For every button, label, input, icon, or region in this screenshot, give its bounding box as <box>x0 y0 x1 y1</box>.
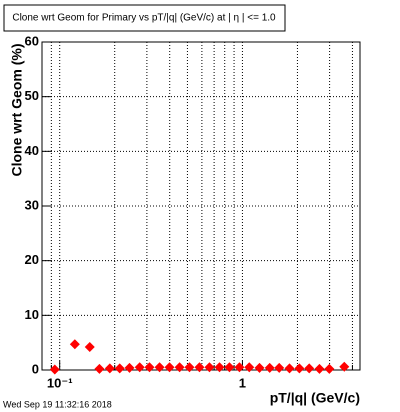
marker <box>294 363 305 374</box>
y-tick-label: 40 <box>25 143 39 158</box>
marker <box>194 362 205 373</box>
marker <box>184 362 195 373</box>
marker <box>304 363 315 374</box>
marker <box>94 363 105 374</box>
marker <box>254 362 265 373</box>
marker <box>314 363 325 374</box>
marker <box>204 362 215 373</box>
marker <box>234 362 245 373</box>
y-tick-label: 10 <box>25 307 39 322</box>
marker <box>154 362 165 373</box>
x-tick-label: 10⁻¹ <box>47 375 73 390</box>
marker <box>224 362 235 373</box>
y-axis-label: Clone wrt Geom (%) <box>9 43 25 176</box>
chart-title: Clone wrt Geom for Primary vs pT/|q| (Ge… <box>12 13 276 24</box>
marker <box>114 363 125 374</box>
y-tick-label: 50 <box>25 88 39 103</box>
marker <box>244 362 255 373</box>
marker <box>274 362 285 373</box>
x-tick-label: 1 <box>239 375 246 390</box>
marker <box>324 363 335 374</box>
marker <box>124 362 135 373</box>
marker <box>339 361 350 372</box>
marker <box>49 364 60 375</box>
marker <box>214 362 225 373</box>
marker <box>134 362 145 373</box>
marker <box>84 342 95 353</box>
y-tick-label: 20 <box>25 252 39 267</box>
marker <box>174 362 185 373</box>
marker <box>264 362 275 373</box>
marker <box>69 339 80 350</box>
y-tick-label: 60 <box>25 33 39 48</box>
marker <box>144 362 155 373</box>
marker <box>104 363 115 374</box>
marker <box>284 363 295 374</box>
marker <box>164 362 175 373</box>
y-tick-label: 0 <box>32 361 39 376</box>
title-box <box>3 4 286 32</box>
y-tick-label: 30 <box>25 197 39 212</box>
timestamp: Wed Sep 19 11:32:16 2018 <box>3 399 112 409</box>
x-axis-label: pT/|q| (GeV/c) <box>270 390 360 406</box>
